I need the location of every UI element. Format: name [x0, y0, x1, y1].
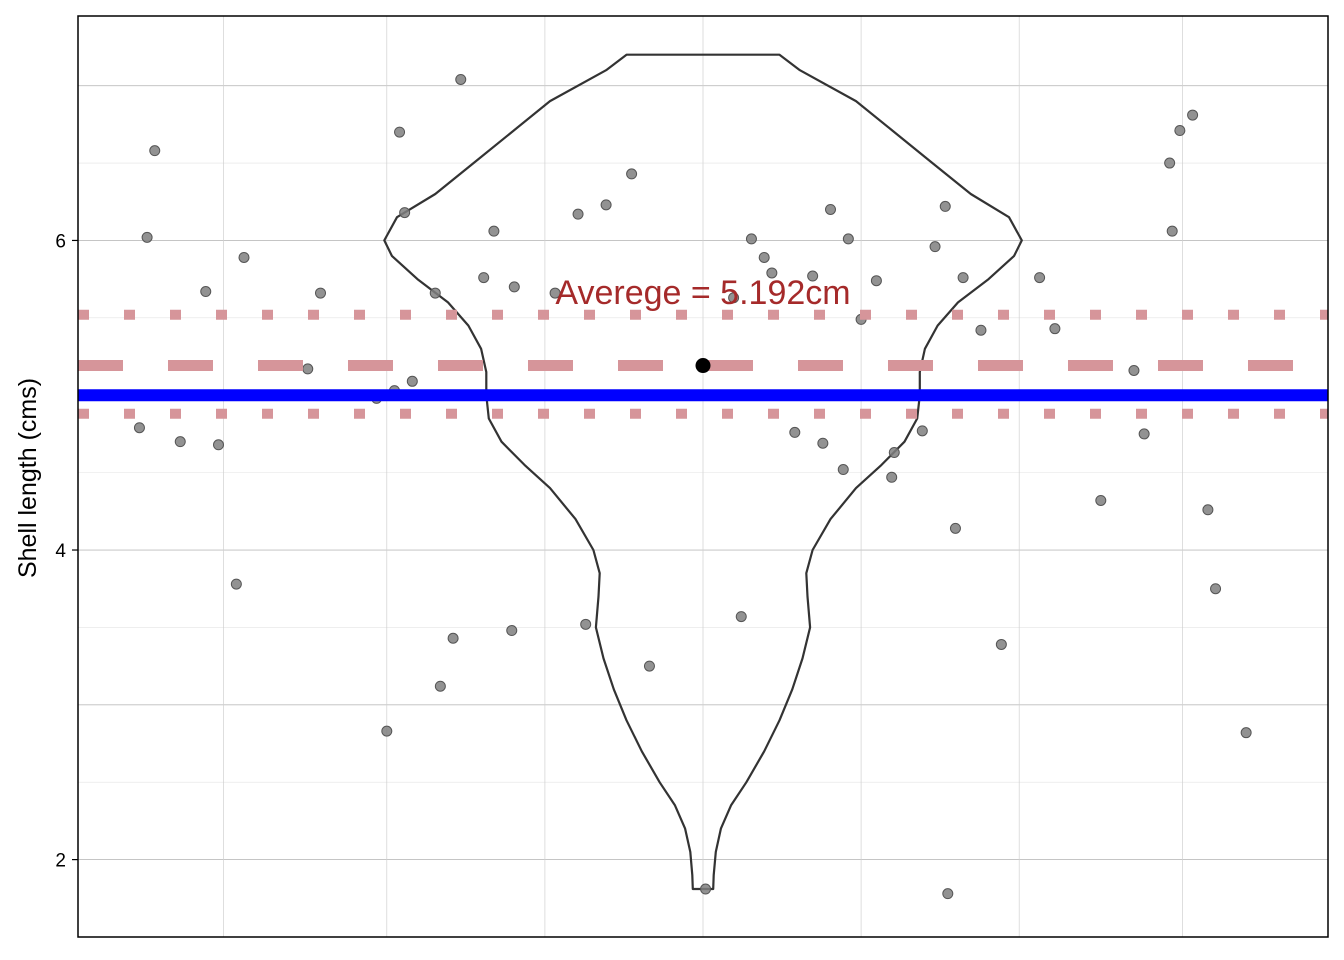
data-point — [758, 251, 770, 263]
data-point — [447, 632, 459, 644]
data-point — [315, 287, 326, 299]
data-point — [141, 231, 153, 243]
data-point — [506, 625, 518, 637]
data-point — [626, 168, 638, 180]
data-point — [700, 883, 712, 895]
data-point — [995, 638, 1007, 650]
data-point — [508, 281, 520, 293]
data-point — [213, 439, 224, 451]
data-point — [1164, 157, 1176, 169]
data-point — [1138, 428, 1150, 440]
data-point — [394, 126, 406, 138]
data-point — [1049, 323, 1061, 335]
data-point — [488, 225, 500, 237]
violin-outline — [383, 53, 1023, 891]
data-point — [200, 286, 212, 298]
data-point — [949, 522, 961, 534]
data-point — [916, 425, 928, 437]
data-point — [455, 73, 467, 85]
data-point — [929, 241, 941, 253]
grid — [78, 16, 1328, 937]
data-point — [735, 611, 747, 623]
data-point — [1095, 494, 1107, 506]
data-point — [643, 660, 655, 672]
data-point — [406, 375, 418, 387]
data-point — [434, 680, 446, 692]
data-point — [1202, 504, 1214, 516]
data-point — [1210, 583, 1222, 595]
data-points — [133, 73, 1252, 900]
data-point — [600, 199, 612, 211]
data-point — [580, 618, 592, 630]
data-point — [1128, 364, 1140, 376]
data-point — [728, 292, 740, 304]
data-point — [149, 145, 161, 157]
y-tick-label: 6 — [55, 231, 66, 252]
data-point — [886, 471, 898, 483]
data-point — [549, 287, 561, 299]
data-point — [837, 464, 849, 476]
data-point — [429, 287, 441, 299]
data-point — [939, 200, 951, 212]
mean-annotation: Averege = 5.192cm — [555, 274, 850, 312]
data-point — [1166, 225, 1178, 237]
data-point — [942, 888, 954, 900]
data-point — [870, 275, 882, 287]
data-point — [842, 233, 854, 245]
data-point — [957, 272, 969, 284]
mean-point — [695, 358, 711, 374]
data-point — [807, 270, 819, 282]
data-point — [825, 203, 836, 215]
y-tick-label: 2 — [55, 851, 66, 872]
data-point — [1187, 109, 1199, 121]
plot-border — [77, 15, 1329, 938]
data-point — [230, 578, 242, 590]
data-point — [888, 447, 900, 459]
data-point — [302, 363, 314, 375]
data-point — [174, 436, 186, 448]
data-point — [1174, 125, 1186, 137]
data-point — [238, 251, 250, 263]
data-point — [381, 725, 393, 737]
reference-lines — [78, 309, 1328, 419]
data-point — [1034, 272, 1046, 284]
data-point — [572, 208, 584, 220]
y-axis-label: Shell length (cms) — [14, 378, 42, 578]
data-point — [766, 267, 778, 279]
data-point — [133, 422, 145, 434]
data-point — [478, 272, 490, 284]
data-point — [817, 437, 829, 449]
data-point — [745, 233, 757, 245]
data-point — [1240, 727, 1252, 739]
data-point — [399, 207, 411, 219]
y-axis: 2 4 6 — [55, 231, 78, 872]
data-point — [789, 426, 801, 438]
data-point — [975, 324, 987, 336]
violin — [383, 53, 1023, 891]
y-tick-label: 4 — [55, 541, 66, 562]
